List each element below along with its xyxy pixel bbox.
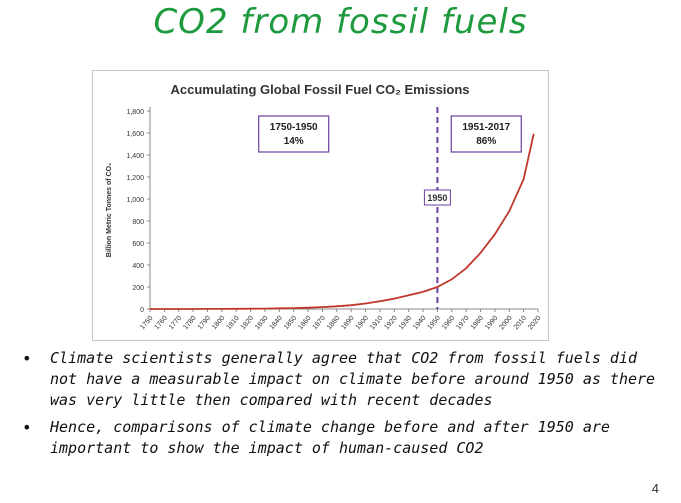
data-point: [178, 308, 180, 310]
x-tick-label: 1980: [470, 315, 485, 332]
data-point: [264, 307, 266, 310]
page-number: 4: [651, 481, 659, 496]
bullet-dot: •: [22, 418, 32, 437]
chart-title: Accumulating Global Fossil Fuel CO₂ Emis…: [170, 82, 469, 97]
data-point: [422, 291, 424, 293]
data-point: [307, 307, 309, 309]
data-point: [192, 308, 194, 310]
y-tick-label: 1,200: [126, 175, 144, 182]
data-point: [206, 308, 209, 310]
data-point: [149, 308, 151, 310]
x-tick-label: 2010: [513, 315, 528, 332]
x-tick-label: 2020: [527, 315, 542, 332]
x-tick-label: 1790: [197, 315, 212, 332]
data-point: [336, 305, 338, 307]
x-tick-label: 1820: [240, 315, 255, 332]
bullet-text: Hence, comparisons of climate change bef…: [50, 418, 610, 457]
data-point: [494, 233, 496, 235]
annotation-text: 86%: [476, 136, 496, 147]
data-point: [465, 267, 467, 269]
x-tick-label: 1770: [168, 315, 183, 332]
x-tick-label: 1800: [211, 315, 226, 332]
data-point: [451, 278, 453, 280]
x-tick-label: 1780: [182, 315, 197, 332]
y-tick-label: 800: [132, 219, 144, 226]
data-point: [364, 302, 367, 305]
data-point: [393, 297, 395, 300]
data-point: [221, 308, 223, 310]
x-tick-label: 1880: [326, 315, 341, 332]
data-point: [278, 307, 280, 309]
y-tick-label: 1,000: [126, 197, 144, 204]
chart-frame: Accumulating Global Fossil Fuel CO₂ Emis…: [92, 70, 549, 341]
data-point: [163, 308, 165, 310]
bullet-dot: •: [22, 349, 32, 368]
annotation-text: 14%: [284, 136, 304, 147]
x-tick-label: 1750: [139, 315, 154, 332]
bullet-item: • Hence, comparisons of climate change b…: [22, 417, 672, 459]
y-tick-label: 1,600: [126, 131, 144, 138]
x-tick-label: 1940: [412, 315, 427, 332]
data-point: [293, 307, 295, 309]
x-tick-label: 1920: [383, 315, 398, 332]
annotation-box: [258, 115, 330, 153]
x-tick-label: 1760: [154, 315, 169, 332]
slide-title: CO2 from fossil fuels: [153, 2, 528, 42]
x-tick-label: 1990: [484, 315, 499, 332]
x-tick-label: 1870: [312, 315, 327, 332]
x-tick-label: 1910: [369, 315, 384, 332]
y-tick-label: 200: [132, 285, 144, 292]
data-point: [321, 306, 324, 308]
x-tick-label: 1840: [268, 315, 283, 332]
x-tick-label: 1900: [355, 315, 370, 332]
y-tick-label: 0: [140, 307, 144, 314]
x-tick-label: 1860: [297, 315, 312, 332]
x-tick-label: 1830: [254, 315, 269, 332]
x-tick-label: 1960: [441, 315, 456, 332]
data-point: [508, 210, 510, 212]
data-point: [436, 286, 439, 288]
data-point: [235, 308, 237, 310]
x-tick-label: 1890: [340, 315, 355, 332]
annotation-text: 1750-1950: [270, 122, 318, 133]
chart: Accumulating Global Fossil Fuel CO₂ Emis…: [106, 82, 543, 332]
marker-label-box: [423, 189, 451, 206]
y-tick-label: 1,800: [126, 109, 144, 116]
bullet-text: Climate scientists generally agree that …: [50, 349, 656, 409]
y-tick-label: 1,400: [126, 153, 144, 160]
data-point: [408, 294, 410, 296]
marker-label: 1950: [427, 193, 447, 203]
y-axis-label: Billion Metric Tonnes of CO₂: [106, 163, 113, 257]
bullet-item: • Climate scientists generally agree tha…: [22, 348, 672, 411]
x-tick-label: 1810: [225, 315, 240, 332]
x-tick-label: 1850: [283, 315, 298, 332]
annotation-text: 1951-2017: [462, 122, 510, 133]
bullet-list: • Climate scientists generally agree tha…: [22, 348, 672, 465]
x-tick-label: 2000: [498, 315, 513, 332]
x-tick-label: 1970: [455, 315, 470, 332]
y-tick-label: 400: [132, 263, 144, 270]
data-point: [249, 308, 252, 310]
series-line: [150, 133, 535, 310]
x-tick-label: 1950: [427, 315, 442, 332]
annotation-box: [450, 115, 522, 153]
data-point: [479, 252, 482, 254]
data-point: [533, 133, 535, 135]
data-point: [523, 178, 525, 180]
data-point: [350, 304, 352, 306]
data-point: [379, 300, 381, 302]
y-tick-label: 600: [132, 241, 144, 248]
x-tick-label: 1930: [398, 315, 413, 332]
